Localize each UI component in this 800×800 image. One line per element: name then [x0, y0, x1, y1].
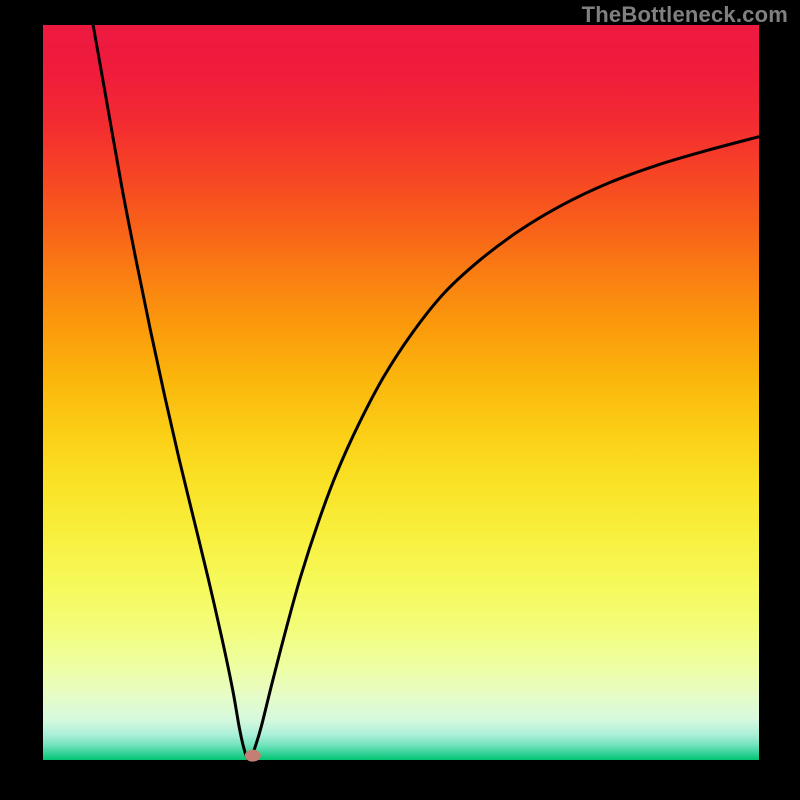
optimal-point-marker	[245, 750, 261, 762]
plot-background	[43, 25, 759, 760]
stage: TheBottleneck.com	[0, 0, 800, 800]
watermark-text: TheBottleneck.com	[582, 2, 788, 28]
chart-svg	[0, 0, 800, 800]
